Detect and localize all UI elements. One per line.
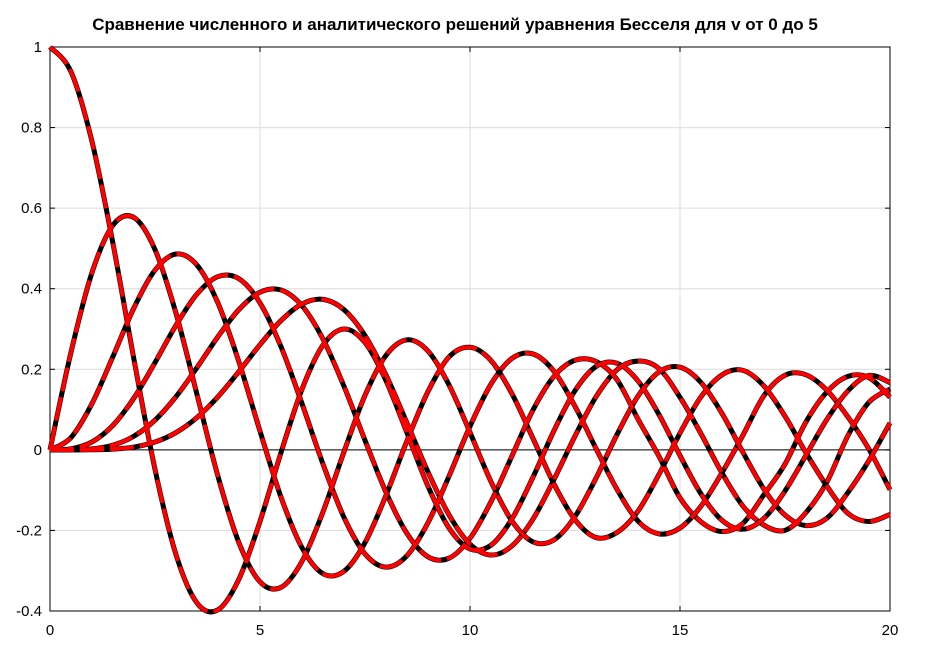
y-tick-labels: -0.4 -0.2 0 0.2 0.4 0.6 0.8 1 bbox=[16, 39, 42, 620]
analytical-line-order-3 bbox=[49, 272, 892, 570]
x-tick-label: 0 bbox=[46, 622, 54, 639]
analytical-line-order-4 bbox=[49, 286, 892, 563]
x-tick-label: 10 bbox=[462, 622, 479, 639]
y-tick-label: 1 bbox=[34, 39, 42, 56]
axes bbox=[49, 46, 891, 612]
y-tick-label: 0 bbox=[34, 442, 42, 459]
y-tick-label: 0.4 bbox=[21, 281, 42, 298]
chart-title: Сравнение численного и аналитического ре… bbox=[92, 15, 818, 34]
analytical-line-order-0 bbox=[48, 45, 891, 614]
analytical-line-order-5 bbox=[49, 297, 892, 558]
analytical-line-order-1 bbox=[48, 213, 892, 592]
y-tick-label: 0.6 bbox=[21, 200, 42, 217]
series-lines bbox=[47, 45, 893, 615]
analytical-line-order-2 bbox=[48, 251, 891, 579]
y-tick-label: -0.4 bbox=[16, 603, 42, 620]
y-tick-label: -0.2 bbox=[16, 522, 42, 539]
y-tick-label: 0.2 bbox=[21, 361, 42, 378]
y-tick-label: 0.8 bbox=[21, 120, 42, 137]
x-tick-label: 15 bbox=[672, 622, 689, 639]
x-tick-label: 5 bbox=[256, 622, 264, 639]
x-tick-labels: 0 5 10 15 20 bbox=[46, 622, 899, 639]
x-tick-label: 20 bbox=[882, 622, 899, 639]
